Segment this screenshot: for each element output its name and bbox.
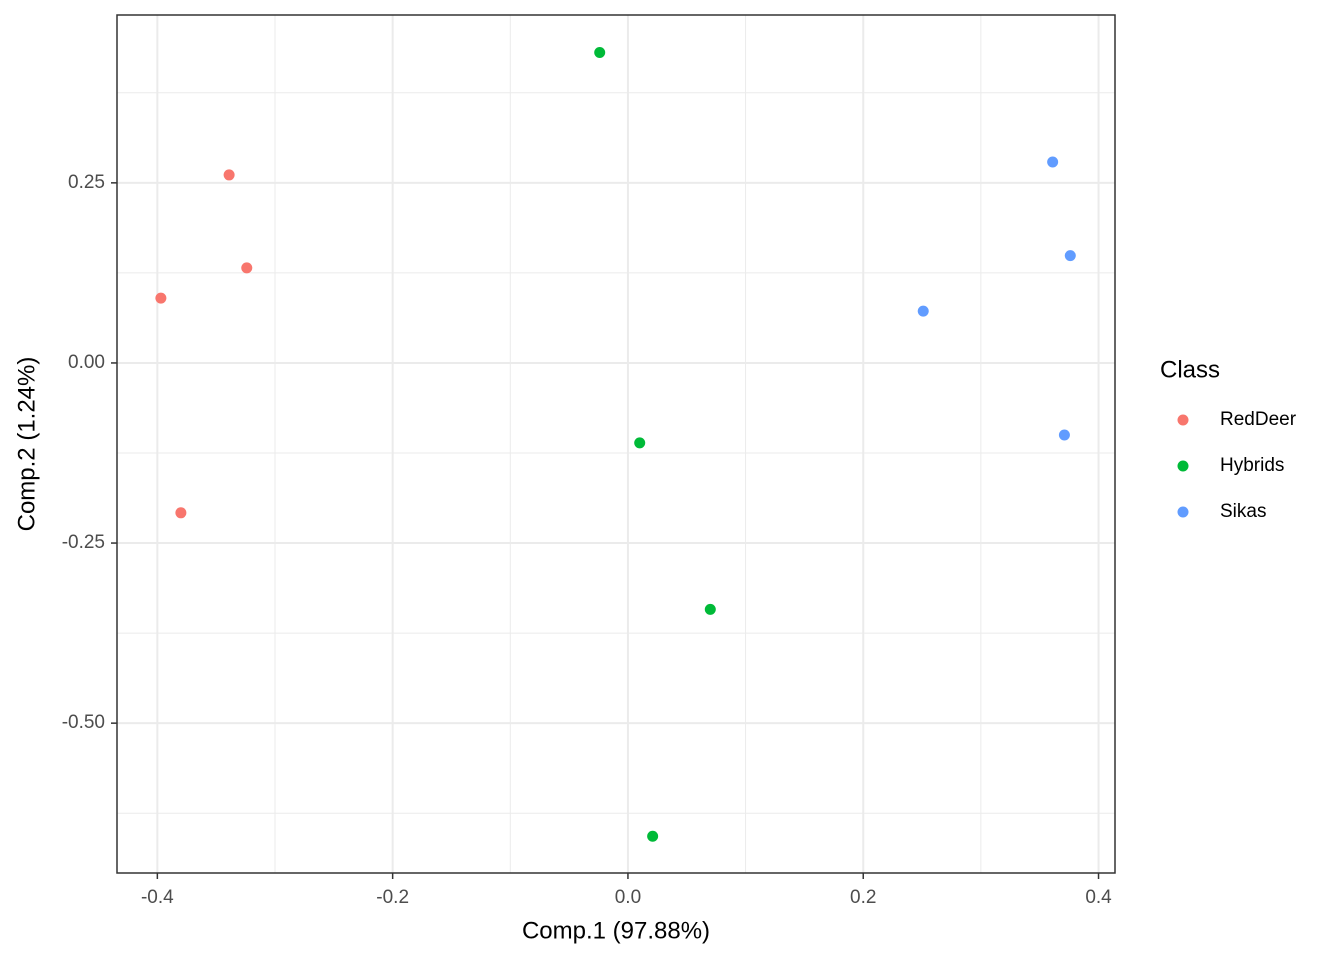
legend-key (1177, 414, 1189, 426)
legend-key (1177, 460, 1189, 472)
y-tick-label: 0.00 (68, 352, 105, 373)
point (1058, 429, 1070, 441)
x-tick-label: 0.0 (615, 887, 641, 908)
point (704, 603, 716, 615)
point (594, 46, 606, 58)
legend-label: RedDeer (1220, 409, 1297, 430)
x-tick-label: -0.2 (376, 887, 409, 908)
point (634, 437, 646, 449)
legend-title: Class (1160, 356, 1220, 383)
point (647, 830, 659, 842)
panel-border (116, 14, 1116, 874)
x-axis-title: Comp.1 (97.88%) (522, 917, 710, 944)
point (1064, 250, 1076, 262)
y-tick-label: -0.25 (62, 532, 105, 553)
x-tick-label: 0.2 (850, 887, 876, 908)
y-tick-label: 0.25 (68, 172, 105, 193)
y-tick-label: -0.50 (62, 712, 105, 733)
legend-key (1177, 506, 1189, 518)
point (241, 262, 253, 274)
x-tick-label: 0.4 (1085, 887, 1112, 908)
y-axis-title: Comp.2 (1.24%) (13, 357, 40, 532)
legend-label: Hybrids (1220, 455, 1284, 476)
legend-label: Sikas (1220, 501, 1266, 522)
point (155, 292, 167, 304)
point (917, 305, 929, 317)
point (175, 507, 187, 519)
point (223, 169, 235, 181)
x-tick-label: -0.4 (141, 887, 174, 908)
point (1047, 156, 1059, 168)
